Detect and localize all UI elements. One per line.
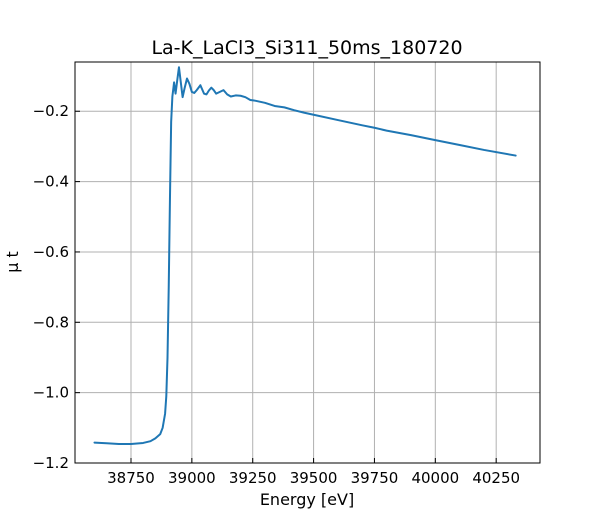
grid [75, 62, 540, 464]
y-tick-label: −1.0 [33, 384, 69, 402]
y-tick-label: −0.6 [33, 243, 69, 261]
x-tick-label: 39500 [290, 469, 338, 487]
ticks: 38750 39000 39250 39500 39750 40000 40250 −1.2 −… [33, 102, 520, 487]
series-line [93, 66, 517, 446]
x-tick-label: 40000 [411, 469, 459, 487]
plot-frame [74, 61, 541, 464]
y-tick-label: −0.2 [33, 102, 69, 120]
x-tick-label: 38750 [107, 469, 155, 487]
y-tick-label: −0.4 [33, 173, 69, 191]
x-axis-label: Energy [eV] [260, 490, 354, 509]
y-tick-label: −1.2 [33, 454, 69, 472]
y-tick-label: −0.8 [33, 313, 69, 331]
x-tick-label: 39000 [168, 469, 216, 487]
chart-title: La-K_LaCl3_Si311_50ms_180720 [151, 37, 462, 59]
series-layer [93, 66, 517, 446]
x-tick-label: 39750 [351, 469, 399, 487]
x-tick-label: 39250 [229, 469, 277, 487]
x-tick-label: 40250 [472, 469, 520, 487]
y-axis-label: μ t [3, 251, 22, 273]
